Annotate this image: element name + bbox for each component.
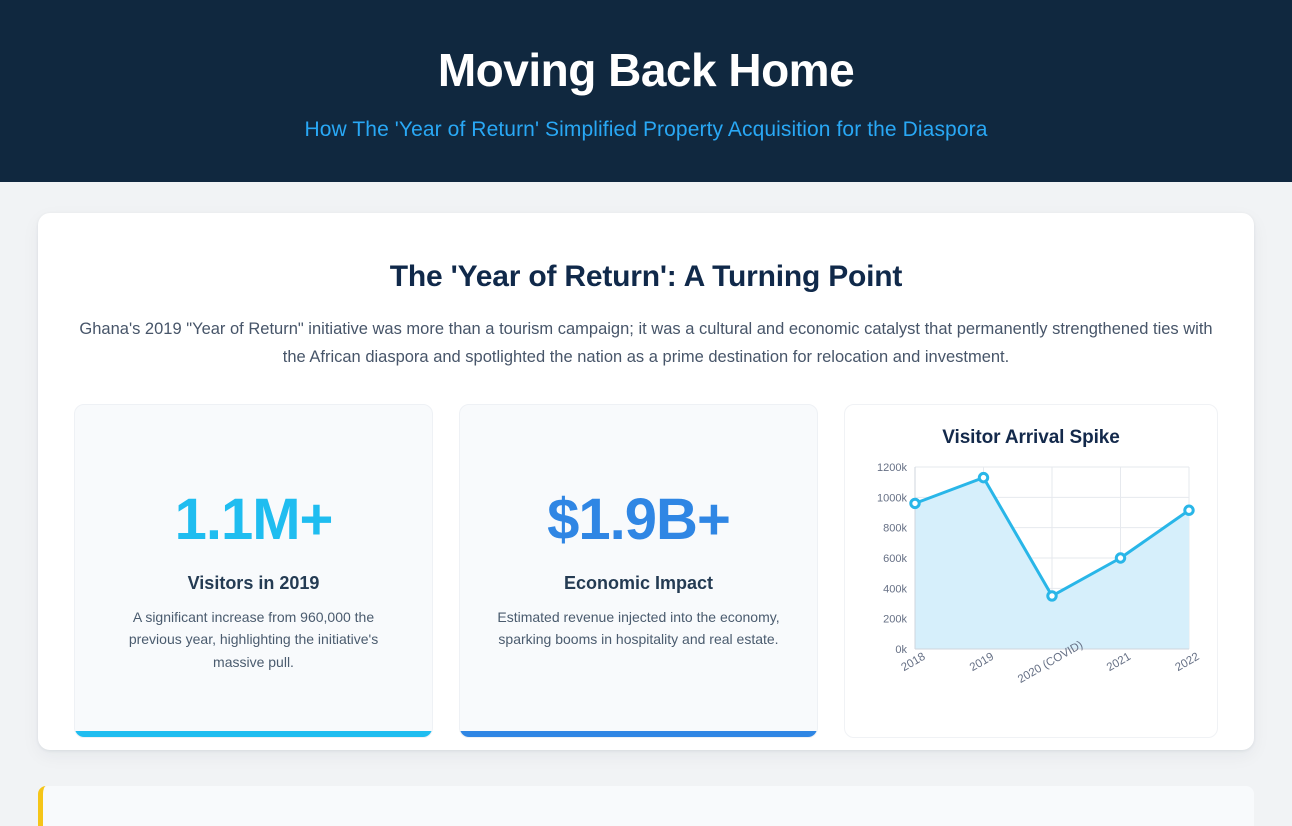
svg-text:2022: 2022 — [1173, 651, 1201, 674]
line-chart: 0k 200k 400k 600k 800k 1000k 1200k 2018 2019 2020… — [861, 457, 1201, 719]
chart-title: Visitor Arrival Spike — [942, 426, 1120, 448]
stat-label: Economic Impact — [563, 572, 714, 593]
card-accent-bar — [75, 730, 432, 737]
section-intro-text: Ghana's 2019 "Year of Return" initiative… — [79, 320, 1213, 367]
svg-text:1200k: 1200k — [877, 462, 907, 474]
content-area: The 'Year of Return': A Turning Point Gh… — [0, 182, 1292, 799]
svg-text:800k: 800k — [883, 522, 907, 534]
stat-label: Visitors in 2019 — [187, 572, 320, 593]
stat-card-visitors: 1.1M+ Visitors in 2019 A significant inc… — [74, 403, 433, 738]
page-subtitle: How The 'Year of Return' Simplified Prop… — [304, 118, 988, 142]
svg-text:1000k: 1000k — [877, 492, 907, 504]
stat-card-economic-impact: $1.9B+ Economic Impact Estimated revenue… — [459, 403, 818, 738]
stat-value: $1.9B+ — [547, 486, 731, 552]
svg-text:400k: 400k — [883, 583, 907, 595]
svg-text:2019: 2019 — [968, 651, 996, 674]
stats-row: 1.1M+ Visitors in 2019 A significant inc… — [74, 403, 1218, 738]
stat-description: Estimated revenue injected into the econ… — [497, 608, 780, 648]
chart-card-visitor-arrivals: Visitor Arrival Spike 0k 200k 400k 600k 800k… — [844, 403, 1218, 738]
section-title: The 'Year of Return': A Turning Point — [389, 260, 903, 293]
svg-text:0k: 0k — [895, 644, 907, 656]
svg-text:200k: 200k — [883, 613, 907, 625]
next-section-panel — [38, 786, 1254, 826]
svg-text:2021: 2021 — [1105, 651, 1133, 674]
main-content-card: The 'Year of Return': A Turning Point Gh… — [38, 213, 1254, 750]
svg-text:600k: 600k — [883, 553, 907, 565]
page-header: Moving Back Home How The 'Year of Return… — [0, 0, 1292, 182]
card-accent-bar — [460, 730, 817, 737]
page-title: Moving Back Home — [437, 43, 855, 96]
stat-description: A significant increase from 960,000 the … — [128, 608, 379, 671]
stat-value: 1.1M+ — [174, 486, 334, 552]
